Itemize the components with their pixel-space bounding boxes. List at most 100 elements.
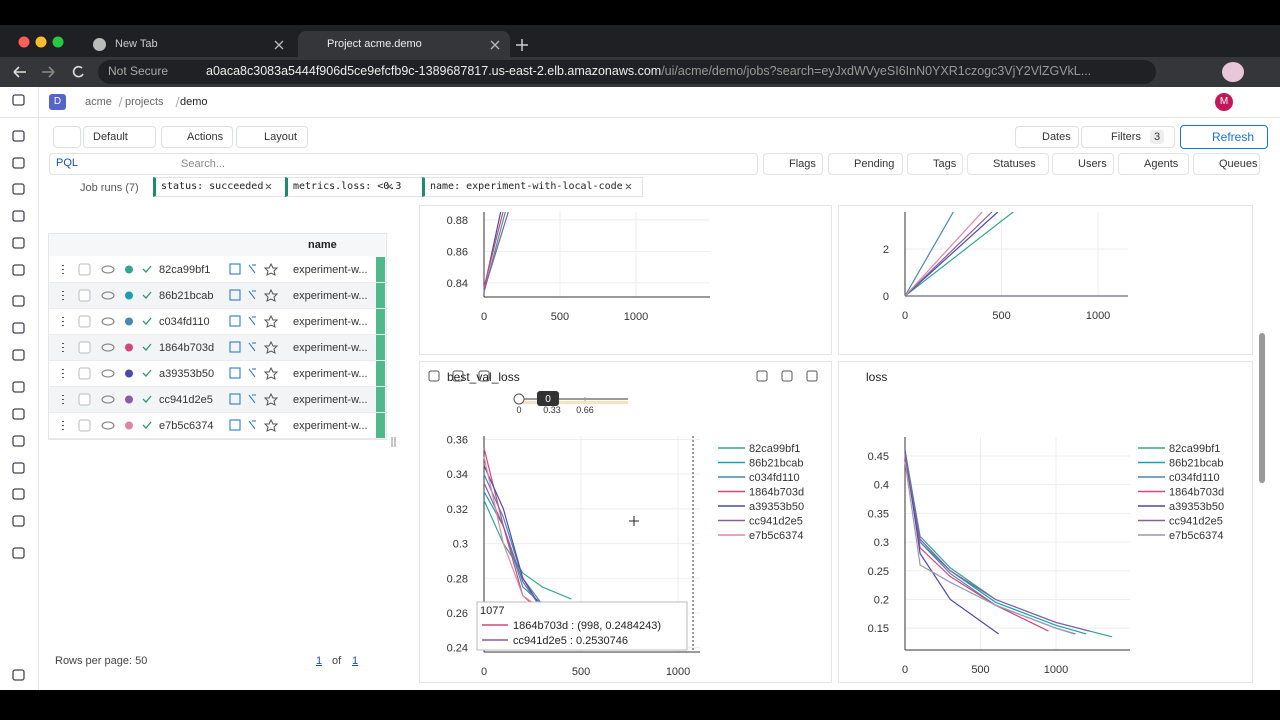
run-name[interactable]: experiment-w... [293,394,368,406]
row-icons [62,361,385,386]
url-field[interactable] [98,60,1156,84]
nav-buttons[interactable] [10,63,90,81]
breadcrumb[interactable]: projects [125,96,164,108]
filter-chip[interactable]: metrics.loss: <0.3 [285,177,425,197]
save-button[interactable] [53,126,81,148]
row-checkbox [78,289,91,302]
table-row[interactable] [49,309,385,335]
layout-button[interactable]: Layout [236,126,308,148]
filter-toggle[interactable]: Statuses [967,153,1049,175]
slider-tick-label: 0.66 [576,405,594,415]
rows-per-page[interactable]: Rows per page: 50 [55,655,148,667]
search-mode[interactable]: PQL [56,157,79,169]
run-name[interactable]: experiment-w... [293,290,368,302]
run-color [125,421,133,430]
view-select[interactable]: Default [83,126,156,148]
run-id[interactable]: c034fd110 [159,316,210,328]
run-color [125,343,133,352]
table-row[interactable] [49,361,385,387]
status-icon [142,317,152,325]
filter-toggle-label: Queues [1219,158,1258,170]
visibility-icon [101,369,115,378]
table-row[interactable] [49,283,385,309]
chart-tool [452,370,464,382]
tab-title[interactable]: New Tab [115,38,158,50]
legend-label: 82ca99bf1 [749,443,800,455]
user-avatar[interactable]: M [1215,93,1233,111]
scrollbar[interactable] [1259,333,1265,483]
layout-label: Layout [264,131,298,143]
table-row[interactable] [49,335,385,361]
series-line [483,456,572,621]
table-row[interactable] [49,413,385,439]
chip-close-icons[interactable] [264,182,634,192]
sidebar [12,94,25,681]
run-id[interactable]: 82ca99bf1 [159,264,211,276]
search-input[interactable]: Search... [181,158,226,170]
resize-handle[interactable] [390,436,398,448]
page-number[interactable]: 1 [316,655,323,667]
row-icons [62,309,385,334]
chart-tool [478,370,490,382]
legend-label: 86b21bcab [749,458,803,470]
filter-toggle[interactable]: Pending [828,153,903,175]
status-icon [142,421,152,429]
run-color [125,369,133,378]
run-id[interactable]: 1864b703d [159,342,215,354]
dates-label: Dates [1042,131,1071,143]
run-name[interactable]: experiment-w... [293,368,368,380]
filter-toggle-label: Agents [1144,158,1179,170]
page-total[interactable]: 1 [352,655,359,667]
run-id[interactable]: e7b5c6374 [159,420,214,432]
breadcrumb[interactable]: demo [180,96,208,108]
filters-button[interactable]: Filters 3 [1081,126,1175,148]
page-of: of [332,655,342,667]
series-line [483,212,504,288]
nav-icon [12,408,25,420]
table-row[interactable] [49,387,385,413]
filter-toggle[interactable]: Tags [907,153,963,175]
open-icon [229,315,241,327]
y-tick-label: 0.25 [868,566,889,578]
table-row[interactable] [49,257,385,283]
y-tick-label: 0.32 [447,504,468,516]
status-cell [376,387,385,412]
tab-title[interactable]: Project acme.demo [327,38,422,50]
filter-chip[interactable]: name: experiment-with-local-code [422,177,643,197]
row-checkbox [78,419,91,432]
run-name[interactable]: experiment-w... [293,264,368,276]
breadcrumb[interactable]: acme [85,96,112,108]
series-line [904,212,983,297]
slider-value: 0 [545,394,551,405]
dates-button[interactable]: Dates [1015,126,1079,148]
url[interactable]: a0aca8c3083a5444f906d5ce9efcfb9c-1389687… [206,64,1091,78]
filter-chip[interactable]: status: succeeded [153,177,288,197]
filter-toggle[interactable]: Users [1052,153,1114,175]
filter-toggle[interactable]: Flags [763,153,823,175]
refresh-button[interactable]: Refresh [1180,125,1268,149]
actions-button[interactable]: Actions [161,126,233,148]
run-name[interactable]: experiment-w... [293,342,368,354]
active-tab[interactable] [298,31,510,57]
run-name[interactable]: experiment-w... [293,420,368,432]
series-line [904,461,1075,635]
x-tick-label: 500 [572,666,590,678]
column-header[interactable]: name [308,239,337,251]
y-tick-label: 0.84 [447,278,468,290]
security-label[interactable]: Not Secure [108,64,169,78]
run-id[interactable]: 86b21bcab [159,290,214,302]
series-line [483,491,572,617]
run-name[interactable]: experiment-w... [293,316,368,328]
search-box[interactable] [49,153,758,175]
cursor [629,516,639,526]
nav-icon [12,237,25,249]
filter-toggle[interactable]: Queues [1193,153,1260,175]
run-id[interactable]: cc941d2e5 [159,394,213,406]
project-avatar[interactable]: D [49,94,66,110]
visibility-icon [101,343,115,352]
filter-toggle[interactable]: Agents [1118,153,1189,175]
profile[interactable] [1222,62,1244,82]
status-cell [376,413,385,438]
breadcrumb-separators [118,96,180,108]
run-id[interactable]: a39353b50 [159,368,215,380]
